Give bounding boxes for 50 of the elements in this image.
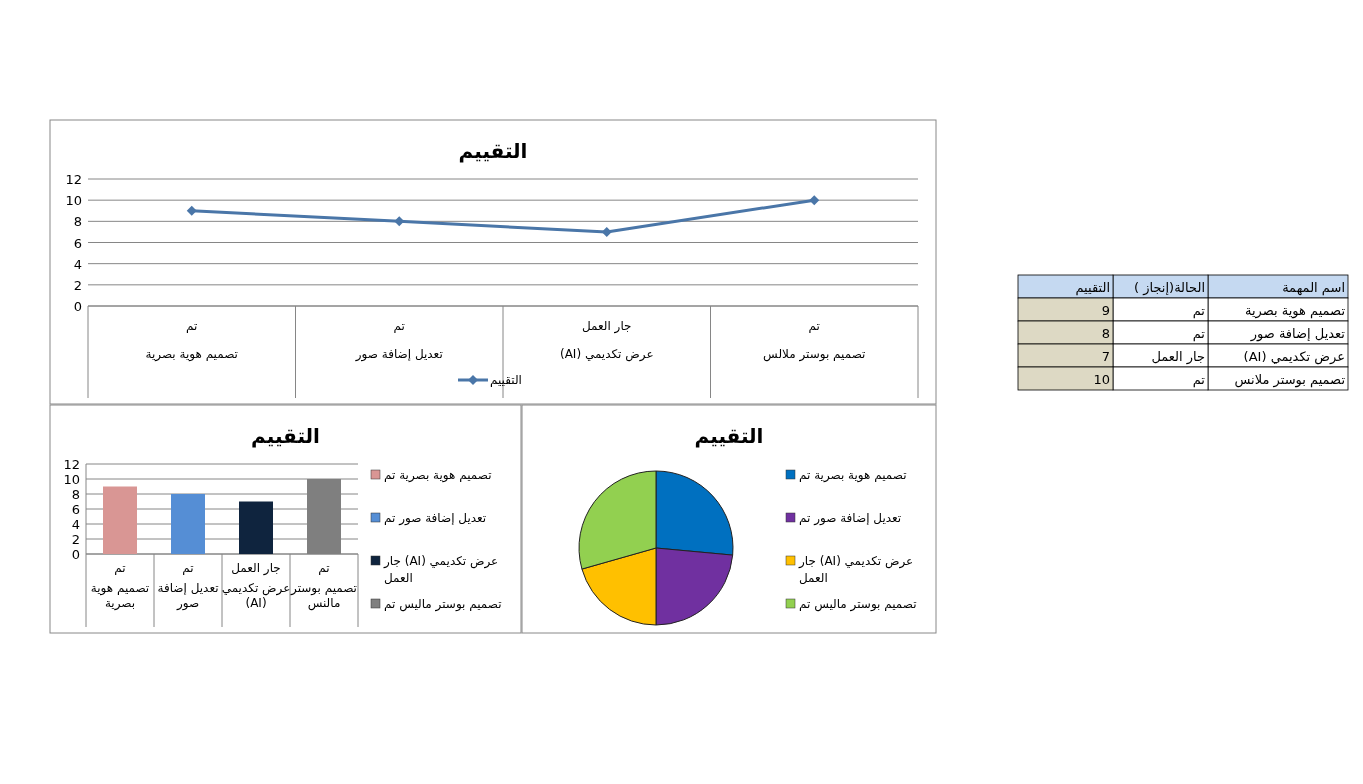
x-tick-label: تم تصميم هوية بصرية bbox=[145, 319, 238, 362]
y-tick-label: 12 bbox=[63, 457, 80, 472]
legend-label: عرض تكديمي (AI) جار العمل bbox=[798, 554, 914, 585]
text: جار العمل bbox=[1151, 349, 1205, 365]
chart-title: التقييم bbox=[458, 139, 528, 163]
text: عرض تكديمي (AI) bbox=[1243, 349, 1345, 365]
y-tick-label: 8 bbox=[71, 487, 80, 502]
legend-label: تصميم بوستر ماليس تم bbox=[799, 597, 917, 612]
y-tick-label: 4 bbox=[73, 256, 82, 272]
point bbox=[809, 195, 820, 206]
legend-label: التقييم bbox=[490, 373, 522, 387]
y-tick-label: 10 bbox=[65, 193, 82, 209]
legend-label: تصميم هوية بصرية تم bbox=[384, 468, 492, 483]
text: التقييم bbox=[1075, 280, 1110, 296]
y-tick-label: 10 bbox=[63, 472, 80, 487]
text: تعديل إضافة صور bbox=[1249, 326, 1346, 342]
x-tick-label: جار العمل عرض تكديمي (AI) bbox=[559, 319, 654, 362]
y-tick-label: 0 bbox=[73, 299, 82, 314]
y-tick-label: 6 bbox=[71, 502, 80, 517]
x-tick-label: تم تعديل إضافة صور bbox=[354, 319, 443, 362]
point bbox=[186, 205, 197, 216]
x-tick-label: تم تصميم بوستر ملالس bbox=[763, 319, 866, 362]
text: تم bbox=[1192, 303, 1206, 319]
x-tick-label: تم تصميم بوستر مالنس bbox=[290, 561, 357, 611]
x-tick-label: تم تعديل إضافة صور bbox=[157, 561, 219, 611]
x-tick-label: تم تصميم هوية بصرية bbox=[90, 561, 150, 611]
text: التقييم bbox=[694, 424, 764, 448]
legend-label: تصميم بوستر ماليس تم bbox=[384, 597, 502, 612]
y-tick-label: 2 bbox=[73, 277, 82, 293]
text: 10 bbox=[1093, 372, 1110, 387]
text: 7 bbox=[1101, 349, 1110, 364]
text: الحالة(إنجاز ) bbox=[1134, 280, 1205, 296]
text: 8 bbox=[1101, 326, 1110, 341]
y-tick-label: 8 bbox=[73, 214, 82, 230]
y-tick-label: 6 bbox=[73, 235, 82, 251]
legend-label: تعديل إضافة صور تم bbox=[799, 511, 902, 526]
y-tick-label: 0 bbox=[71, 547, 80, 562]
legend-label: عرض تكديمي (AI) جار العمل bbox=[383, 554, 499, 585]
y-tick-label: 12 bbox=[65, 172, 82, 187]
text: اسم المهمة bbox=[1282, 280, 1345, 296]
text: تم bbox=[1192, 372, 1206, 388]
y-tick-label: 4 bbox=[71, 517, 80, 532]
text: 9 bbox=[1101, 303, 1110, 318]
legend-label: تصميم هوية بصرية تم bbox=[799, 468, 907, 483]
y-tick-label: 2 bbox=[71, 532, 80, 547]
chart-title: التقييم bbox=[251, 424, 320, 448]
text: تصميم بوستر ملانس bbox=[1234, 372, 1346, 388]
legend-label: تعديل إضافة صور تم bbox=[384, 511, 487, 526]
text: تم bbox=[1192, 326, 1206, 342]
text: تصميم هوية بصرية bbox=[1244, 303, 1346, 319]
